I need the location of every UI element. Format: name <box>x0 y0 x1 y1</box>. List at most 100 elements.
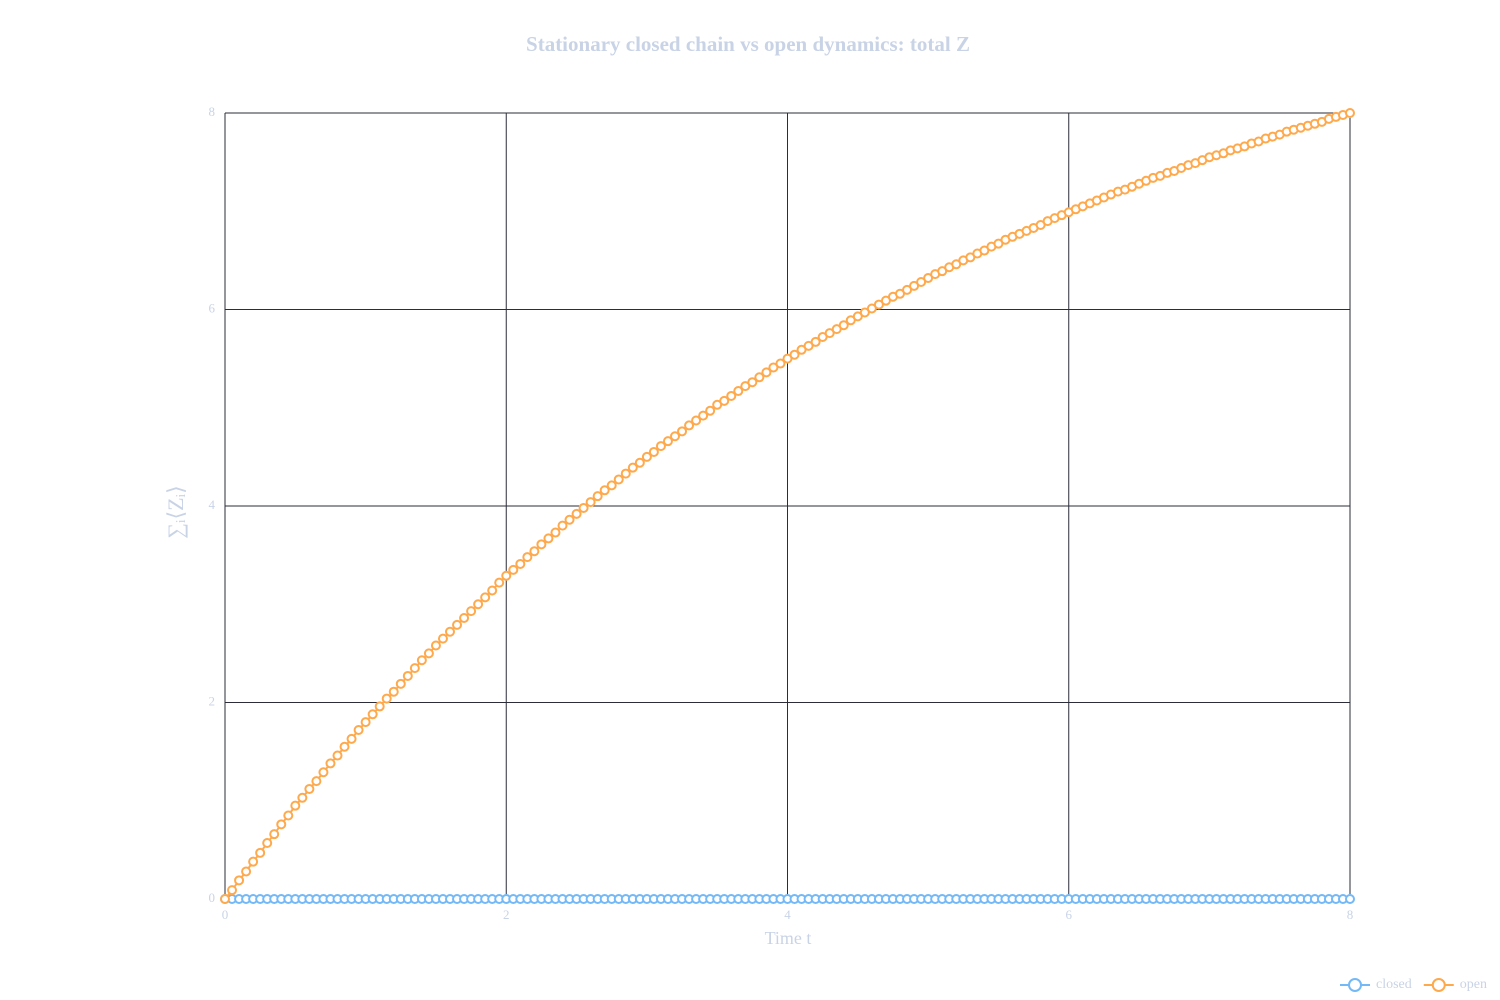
marker <box>670 431 680 442</box>
marker <box>374 701 385 712</box>
marker <box>1345 894 1355 904</box>
marker <box>395 678 406 689</box>
marker <box>339 741 350 752</box>
marker <box>529 546 540 557</box>
marker <box>241 866 252 877</box>
series <box>220 108 1355 904</box>
marker <box>297 792 308 803</box>
y-tick-label: 6 <box>209 300 216 315</box>
marker <box>487 585 498 596</box>
marker <box>705 405 716 416</box>
marker <box>318 767 329 778</box>
marker <box>234 875 245 886</box>
x-tick-label: 0 <box>222 907 229 922</box>
marker <box>416 655 427 666</box>
marker <box>754 372 765 383</box>
legend-label: closed <box>1376 977 1412 992</box>
x-tick-label: 8 <box>1347 907 1354 922</box>
marker <box>606 480 617 491</box>
marker <box>262 837 273 848</box>
legend-item: open <box>1423 977 1487 992</box>
legend-label: open <box>1460 977 1487 992</box>
marker <box>508 564 519 575</box>
marker <box>677 426 688 437</box>
series <box>220 894 1355 904</box>
marker <box>648 446 659 457</box>
marker <box>332 750 343 761</box>
marker <box>543 533 554 544</box>
marker <box>423 648 434 659</box>
marker <box>641 451 652 462</box>
x-tick-label: 2 <box>503 907 510 922</box>
marker <box>564 514 575 525</box>
marker <box>473 599 484 610</box>
marker <box>445 626 455 637</box>
marker <box>360 717 371 728</box>
marker <box>634 457 645 468</box>
y-tick-label: 0 <box>209 890 216 905</box>
marker <box>276 819 287 830</box>
chart-title: Stationary closed chain vs open dynamics… <box>526 32 970 56</box>
marker <box>550 527 561 538</box>
marker <box>452 619 463 630</box>
marker <box>613 474 624 485</box>
x-tick-label: 6 <box>1066 907 1073 922</box>
y-tick-label: 4 <box>209 497 216 512</box>
marker <box>775 358 786 369</box>
legend-item: closed <box>1340 977 1412 992</box>
marker <box>269 829 280 840</box>
y-axis-title: ∑ᵢ⟨Zᵢ⟩ <box>163 485 188 539</box>
y-tick-label: 2 <box>209 693 216 708</box>
marker <box>248 856 259 867</box>
marker <box>691 415 702 426</box>
marker <box>515 558 526 569</box>
marker <box>346 733 357 744</box>
marker <box>698 410 709 421</box>
marker <box>325 758 336 769</box>
marker <box>255 847 266 858</box>
marker <box>501 570 512 581</box>
marker <box>627 462 638 473</box>
x-axis-title: Time t <box>765 928 812 948</box>
marker <box>388 686 399 697</box>
y-tick-label: 8 <box>209 104 216 119</box>
marker <box>367 709 378 720</box>
marker <box>571 508 582 519</box>
marker <box>726 390 737 401</box>
marker <box>437 633 448 644</box>
marker <box>402 670 413 681</box>
marker <box>1345 108 1355 118</box>
marker <box>304 783 315 794</box>
marker <box>220 894 230 904</box>
marker <box>733 386 744 397</box>
marker <box>684 420 695 431</box>
marker <box>536 539 547 550</box>
legend-marker <box>1348 978 1362 992</box>
marker <box>283 810 294 821</box>
marker <box>747 377 758 388</box>
marker <box>578 502 589 513</box>
marker <box>599 485 610 496</box>
marker <box>430 640 441 651</box>
marker <box>494 577 505 588</box>
marker <box>838 320 849 331</box>
x-tick-label: 4 <box>784 907 791 922</box>
marker <box>810 336 821 347</box>
marker <box>290 800 301 811</box>
marker <box>409 663 420 674</box>
marker <box>480 592 491 603</box>
marker <box>789 349 800 360</box>
legend-marker <box>1431 978 1446 992</box>
marker <box>620 468 631 479</box>
marker <box>353 725 364 736</box>
marker <box>381 693 392 704</box>
marker <box>592 491 603 502</box>
marker <box>655 441 666 452</box>
marker <box>311 776 322 787</box>
marker <box>522 552 533 563</box>
marker <box>719 395 730 406</box>
marker <box>227 885 238 896</box>
marker <box>459 613 470 624</box>
marker <box>466 606 477 617</box>
